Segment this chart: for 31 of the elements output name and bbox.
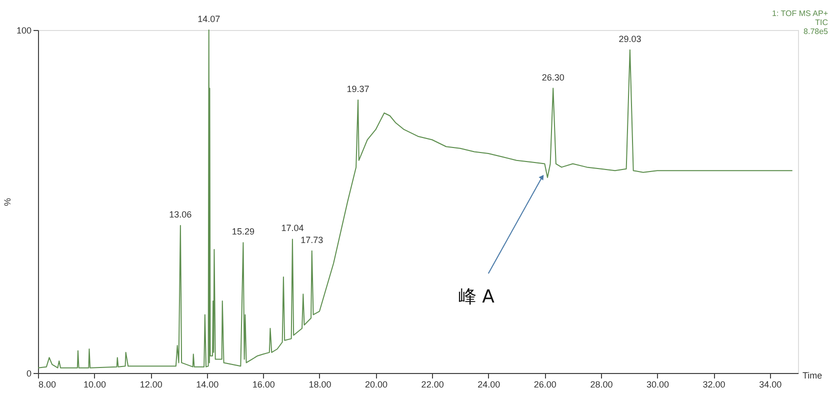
- x-tick-label: 24.00: [478, 380, 500, 390]
- x-tick-label: 32.00: [702, 380, 726, 390]
- x-tick-label: 30.00: [646, 380, 670, 390]
- text: 8.78e5: [804, 27, 829, 36]
- annotation: 14.07: [198, 14, 220, 24]
- x-axis-title: Time: [802, 370, 822, 380]
- x-tick-label: 26.00: [534, 380, 556, 390]
- annotation: 19.37: [346, 84, 370, 94]
- x-tick-label: 28.00: [590, 380, 613, 390]
- annotation: 29.03: [618, 34, 642, 44]
- y-tick-label: 0: [26, 368, 32, 378]
- annotation: 17.04: [281, 223, 304, 234]
- x-tick-label: 8.00: [38, 380, 56, 390]
- x-tick-label: 10.00: [84, 380, 106, 390]
- x-tick-label: 18.00: [308, 380, 332, 390]
- y-tick-label: 100: [16, 26, 32, 36]
- x-tick-label: 20.00: [365, 380, 388, 390]
- text: 1: TOF MS AP+: [772, 9, 828, 18]
- annotation: 17.73: [300, 234, 324, 245]
- annotation: 13.06: [169, 210, 192, 220]
- x-tick-label: 14.00: [196, 380, 219, 390]
- x-tick-label: 22.00: [421, 380, 444, 390]
- x-tick-label: 34.00: [759, 380, 782, 390]
- annotation: 15.29: [232, 226, 254, 237]
- y-axis-title: %: [2, 198, 12, 206]
- x-tick-label: 12.00: [140, 380, 162, 390]
- text: TIC: [815, 18, 828, 27]
- annotation: 26.30: [542, 72, 564, 82]
- annotation: 峰 A: [458, 286, 496, 308]
- x-tick-label: 16.00: [252, 380, 275, 390]
- line-series: [38, 30, 793, 368]
